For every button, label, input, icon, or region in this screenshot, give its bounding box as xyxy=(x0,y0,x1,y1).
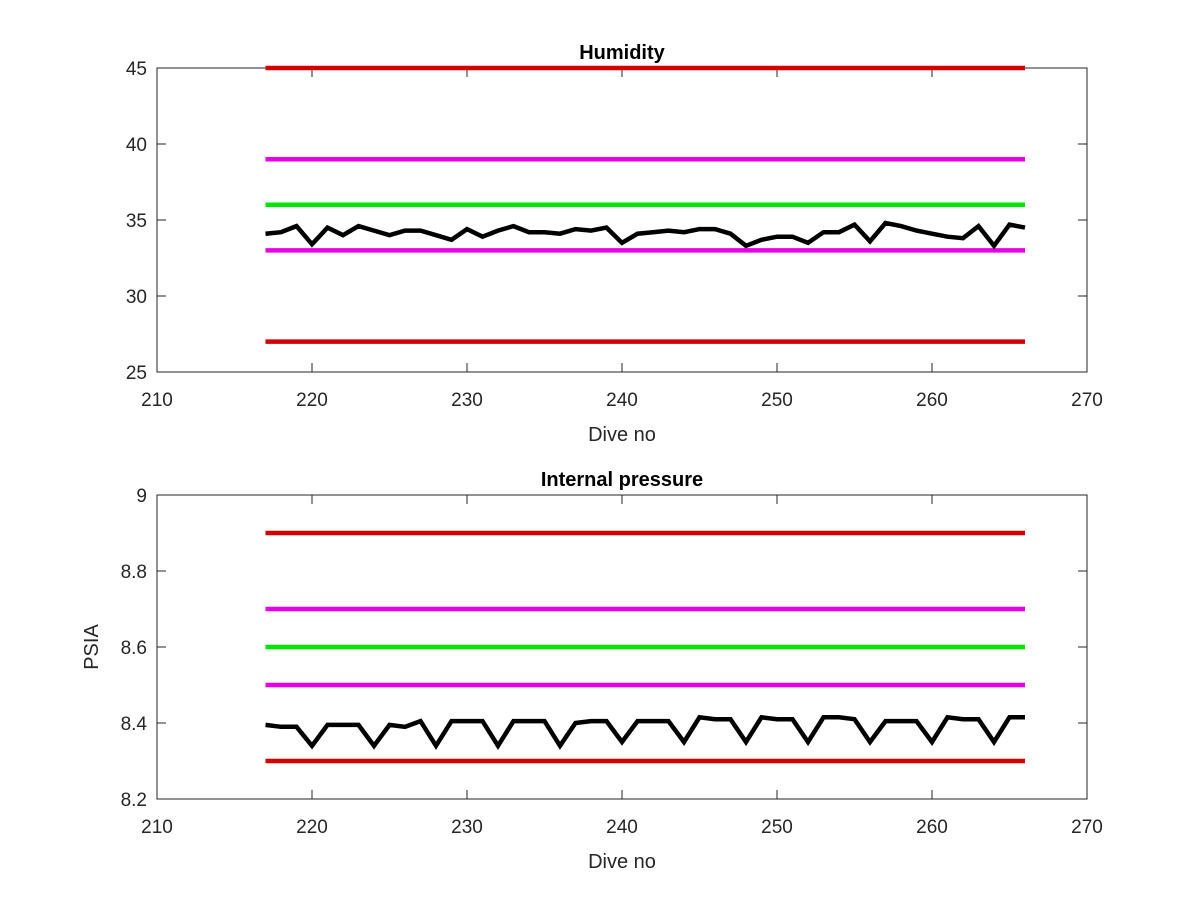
subplot-1: 210 220 230 240 250 260 270 25 30 35 40 45 Humidity D… xyxy=(126,42,1103,446)
y-tick-label: 8.8 xyxy=(121,562,147,583)
x-tick-label: 250 xyxy=(761,390,793,411)
series-line-1 xyxy=(265,714,1025,751)
x-tick-label: 220 xyxy=(296,817,328,838)
x-tick-label: 240 xyxy=(606,817,638,838)
y-tick-label: 35 xyxy=(126,211,147,232)
axes-box xyxy=(156,67,1088,373)
x-axis-label: Dive no xyxy=(588,424,656,446)
y-tick-label: 25 xyxy=(126,363,147,384)
y-tick-label: 8.4 xyxy=(121,714,148,735)
x-axis-label: Dive no xyxy=(588,851,656,873)
x-tick-label: 240 xyxy=(606,390,638,411)
x-tick-label: 230 xyxy=(451,390,483,411)
x-tick-label: 230 xyxy=(451,817,483,838)
subplot-2: 210 220 230 240 250 260 270 8.2 8.4 8.6 8.8 9 Intern… xyxy=(81,469,1103,873)
x-tick-label: 220 xyxy=(296,390,328,411)
y-tick-label: 8.6 xyxy=(121,638,147,659)
y-tick-label: 45 xyxy=(126,59,147,80)
x-tick-label: 260 xyxy=(916,817,948,838)
y-tick-label: 40 xyxy=(126,135,147,156)
x-tick-label: 270 xyxy=(1071,817,1103,838)
chart-title: Internal pressure xyxy=(541,469,703,491)
x-tick-label: 210 xyxy=(141,817,173,838)
y-tick-label: 8.2 xyxy=(121,790,147,811)
x-tick-label: 260 xyxy=(916,390,948,411)
y-axis-label: PSIA xyxy=(81,624,103,670)
y-tick-label: 30 xyxy=(126,287,147,308)
x-tick-label: 210 xyxy=(141,390,173,411)
series-line-1 xyxy=(265,220,1026,250)
chart-title: Humidity xyxy=(579,42,665,64)
x-tick-label: 250 xyxy=(761,817,793,838)
y-tick-label: 9 xyxy=(136,486,147,507)
x-tick-label: 270 xyxy=(1071,390,1103,411)
